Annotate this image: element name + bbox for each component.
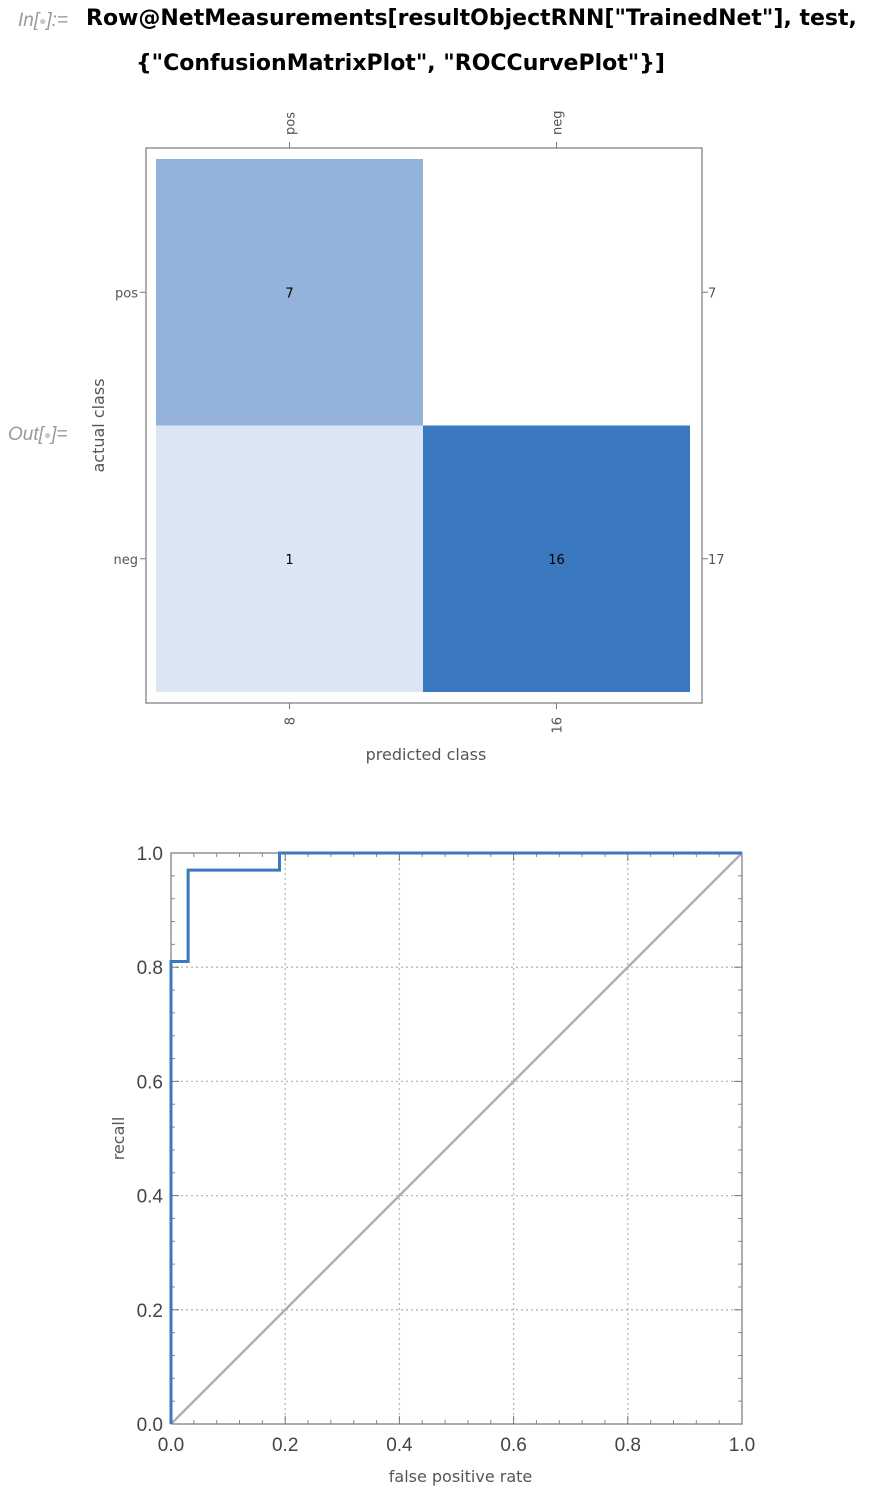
- x-class-label: neg: [551, 111, 566, 136]
- y-tick-label: 0.6: [137, 1072, 163, 1093]
- x-tick-label: 0.4: [386, 1435, 413, 1456]
- output-cell-label: Out[●]=: [8, 424, 68, 445]
- cell-dot-icon: ●: [43, 427, 52, 442]
- x-axis-title: false positive rate: [389, 1467, 533, 1486]
- confusion-matrix-plot: 7 1 16 pos 8 neg 16 pos 7 neg 17 actual class predic…: [89, 111, 725, 765]
- roc-frame: [170, 852, 743, 1425]
- matrix-cell: [423, 425, 690, 692]
- x-tick-label: 0.8: [615, 1435, 641, 1456]
- input-cell-label: In[●]:=: [18, 10, 69, 31]
- matrix-cell: [156, 159, 423, 426]
- column-total-label: 8: [284, 717, 299, 725]
- row-total-label: 7: [708, 286, 716, 301]
- roc-curve-line: [169, 851, 742, 1424]
- y-tick-label: 0.0: [137, 1415, 163, 1436]
- cell-value-label: 16: [548, 553, 565, 568]
- x-class-label: pos: [284, 112, 299, 135]
- matrix-cell: [156, 425, 423, 692]
- x-tick-label: 0.0: [158, 1435, 184, 1456]
- cell-dot-icon: ●: [39, 13, 47, 28]
- matrix-cell: [423, 159, 690, 426]
- diagonal-reference-line: [170, 852, 743, 1425]
- cell-value-label: 7: [285, 286, 293, 301]
- y-tick-label: 0.8: [137, 958, 163, 979]
- row-total-label: 17: [708, 553, 725, 568]
- code-line-2[interactable]: {"ConfusionMatrixPlot", "ROCCurvePlot"}]: [136, 51, 665, 76]
- x-tick-label: 0.6: [500, 1435, 526, 1456]
- y-tick-label: 0.4: [137, 1187, 164, 1208]
- y-axis-title: recall: [109, 1117, 128, 1161]
- x-axis-title: predicted class: [366, 745, 487, 764]
- y-tick-label: 0.2: [137, 1301, 163, 1322]
- x-tick-label: 1.0: [729, 1435, 755, 1456]
- y-class-label: neg: [114, 553, 139, 568]
- y-class-label: pos: [115, 286, 138, 301]
- code-line-1[interactable]: Row@NetMeasurements[resultObjectRNN["Tra…: [86, 6, 857, 31]
- cell-value-label: 1: [285, 553, 293, 568]
- y-axis-title: actual class: [89, 378, 108, 472]
- x-tick-label: 0.2: [272, 1435, 298, 1456]
- column-total-label: 16: [551, 717, 566, 734]
- y-tick-label: 1.0: [137, 844, 163, 865]
